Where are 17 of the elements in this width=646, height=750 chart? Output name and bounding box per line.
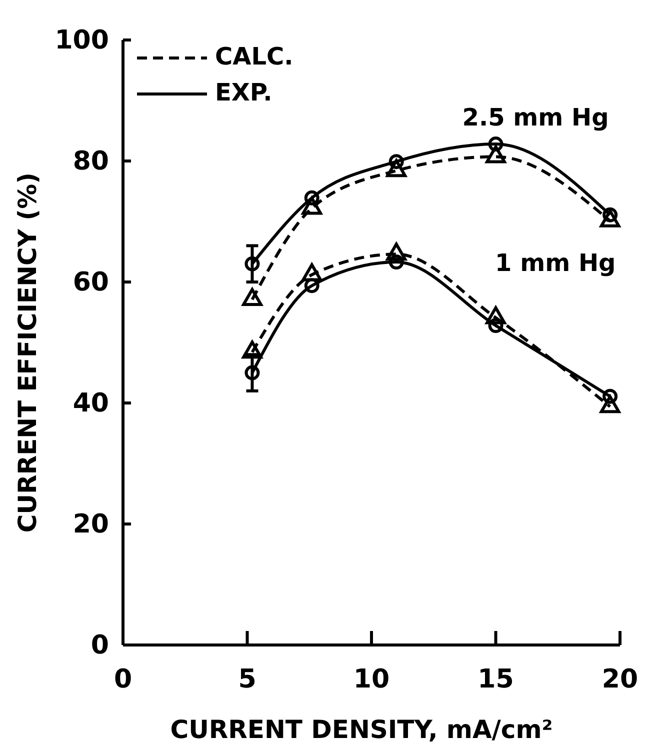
x-tick-label: 10 (353, 664, 390, 694)
y-axis-title: CURRENT EFFICIENCY (%) (13, 172, 42, 533)
y-tick-label: 40 (72, 388, 109, 418)
annotation: 2.5 mm Hg (462, 103, 609, 132)
x-tick-label: 5 (238, 664, 256, 694)
x-tick-label: 0 (114, 664, 132, 694)
y-tick-label: 80 (72, 146, 109, 176)
x-tick-label: 20 (602, 664, 638, 694)
y-tick-label: 20 (72, 509, 109, 540)
x-axis-title: CURRENT DENSITY, mA/cm² (170, 715, 553, 744)
y-tick-label: 0 (90, 630, 109, 660)
x-tick-label: 15 (478, 664, 514, 694)
legend-label: CALC. (215, 42, 294, 71)
y-tick-label: 60 (72, 267, 109, 298)
legend-label: EXP. (215, 78, 272, 107)
annotation: 1 mm Hg (495, 248, 616, 276)
y-tick-label: 100 (54, 25, 109, 56)
